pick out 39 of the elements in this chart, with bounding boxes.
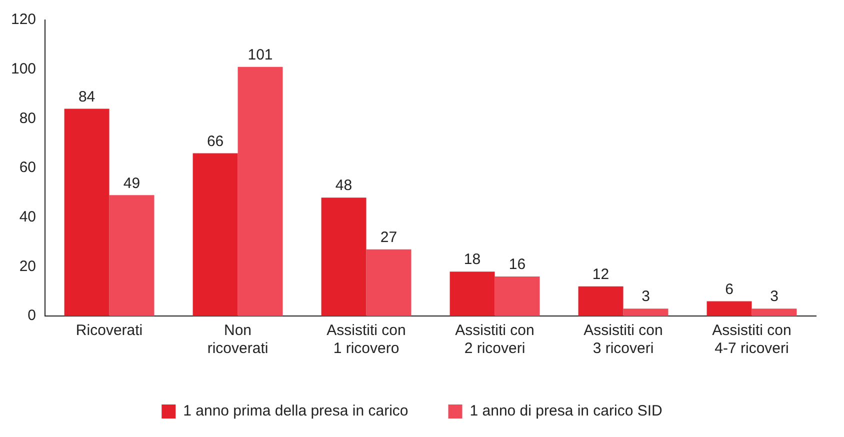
x-tick-label: Ricoverati	[76, 322, 143, 340]
x-tick-label: Assistiti con 3 ricoveri	[584, 322, 663, 358]
data-label: 48	[335, 177, 352, 194]
bar	[238, 66, 283, 316]
y-tick-label: 80	[19, 110, 36, 127]
data-label: 49	[123, 174, 140, 192]
data-label: 6	[725, 280, 734, 298]
x-tick-label: Non ricoverati	[207, 322, 268, 358]
y-tick-label: 0	[28, 307, 36, 324]
data-label: 3	[642, 288, 650, 306]
data-label: 16	[508, 256, 526, 274]
bar	[450, 272, 495, 316]
x-tick-label: Assistiti con 2 ricoveri	[455, 322, 534, 358]
data-label: 66	[206, 132, 224, 150]
data-label: 27	[380, 229, 398, 246]
data-label: 12	[592, 266, 610, 284]
y-tick-label: 20	[19, 258, 36, 275]
legend-label: 1 anno di presa in carico SID	[470, 402, 663, 420]
x-tick-label: Assistiti con 1 ricovero	[326, 322, 406, 358]
y-tick-label: 60	[19, 159, 36, 176]
y-tick-label: 120	[10, 11, 36, 28]
bar	[366, 249, 412, 316]
bar	[192, 153, 238, 316]
bar	[623, 308, 668, 316]
x-tick-label: Assistiti con 4-7 ricoveri	[712, 322, 792, 358]
data-label: 3	[770, 288, 778, 306]
bar	[752, 308, 797, 316]
bar	[109, 195, 154, 316]
y-tick-label: 40	[19, 208, 36, 226]
bar	[706, 301, 752, 316]
y-tick-label: 100	[10, 60, 36, 78]
data-label: 84	[78, 88, 96, 106]
data-label: 18	[464, 251, 481, 268]
bar	[494, 276, 540, 316]
legend-label: 1 anno prima della presa in carico	[183, 402, 408, 420]
bar	[321, 198, 366, 316]
bar	[64, 108, 110, 316]
data-label: 101	[248, 46, 273, 64]
bar	[578, 286, 624, 316]
